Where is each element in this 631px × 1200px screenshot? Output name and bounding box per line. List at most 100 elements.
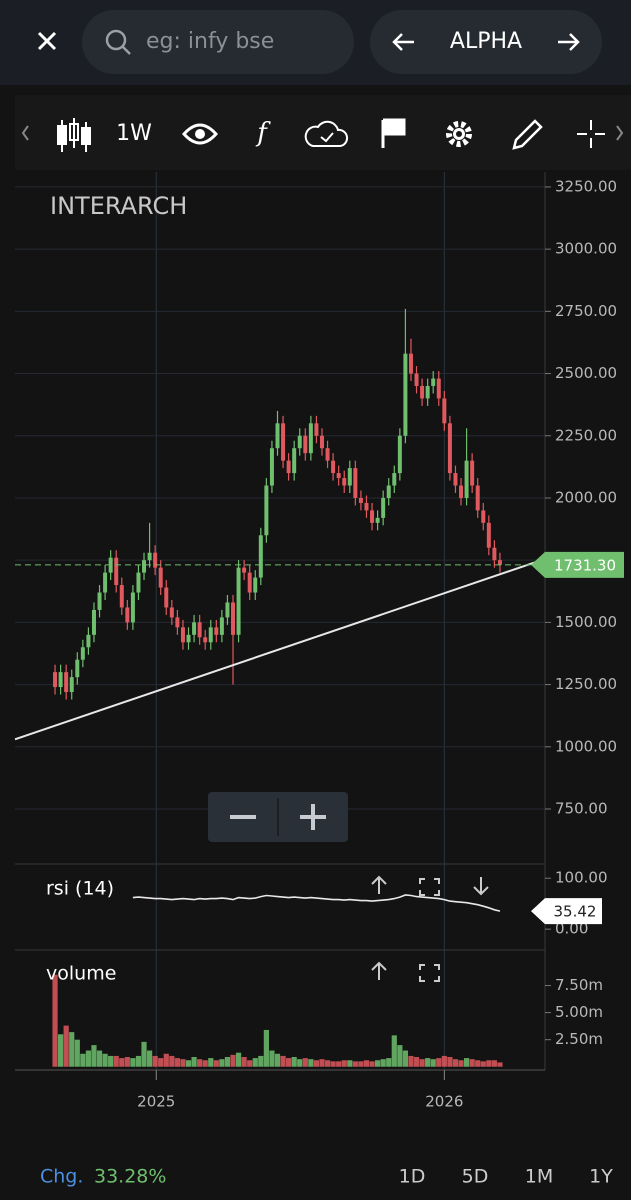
view-button[interactable] xyxy=(181,123,219,145)
maximize-button[interactable] xyxy=(419,878,440,896)
chart-type-button[interactable] xyxy=(57,118,91,152)
volume-bar xyxy=(213,1060,219,1067)
candle-body xyxy=(247,572,252,593)
y-tick-label: 3000.00 xyxy=(555,240,617,258)
volume-bar xyxy=(436,1058,442,1067)
candle-body xyxy=(497,560,502,565)
volume-bar xyxy=(135,1055,142,1067)
volume-bar xyxy=(247,1060,253,1067)
y-tick-label: 2750.00 xyxy=(555,302,617,320)
maximize-button[interactable] xyxy=(419,964,440,982)
volume-bar xyxy=(402,1050,409,1067)
view-icon xyxy=(195,129,205,139)
interval-button[interactable]: 1W xyxy=(116,121,152,146)
candle-body xyxy=(214,627,219,635)
volume-bar xyxy=(330,1061,336,1067)
volume-bar xyxy=(52,974,58,1067)
search-icon xyxy=(105,29,127,51)
flag-button[interactable] xyxy=(381,118,406,148)
candle-body xyxy=(386,485,391,498)
candle-body xyxy=(336,473,341,479)
volume-bar xyxy=(152,1055,158,1067)
volume-bar xyxy=(85,1050,92,1067)
volume-bar xyxy=(297,1059,303,1067)
volume-bar xyxy=(191,1057,197,1067)
volume-bar xyxy=(91,1045,97,1067)
move-up-button[interactable] xyxy=(371,875,387,894)
volume-bar xyxy=(491,1060,497,1067)
move-down-button[interactable] xyxy=(473,877,489,896)
candle-body xyxy=(242,567,247,573)
zoom-in-button[interactable] xyxy=(300,804,326,830)
watchlist-switcher[interactable] xyxy=(370,10,602,74)
volume-bar xyxy=(124,1057,130,1067)
candle-body xyxy=(164,587,169,608)
move-up-button[interactable] xyxy=(371,961,387,980)
range-button[interactable]: 1Y xyxy=(589,1166,613,1188)
volume-bar xyxy=(336,1061,342,1067)
trendline xyxy=(14,557,546,741)
volume-bar xyxy=(452,1059,459,1067)
range-button[interactable]: 1D xyxy=(399,1166,426,1188)
candle-body xyxy=(147,552,152,561)
y-tick-label: 5.00m xyxy=(555,1003,603,1021)
volume-bar xyxy=(386,1058,392,1067)
volume-bar xyxy=(108,1055,114,1067)
icon xyxy=(69,123,79,141)
volume-bar xyxy=(313,1060,320,1067)
toolbar-right[interactable] xyxy=(616,125,624,141)
candle-body xyxy=(442,398,447,424)
volume-bar xyxy=(375,1060,381,1067)
candle-body xyxy=(197,622,202,638)
candle-body xyxy=(303,435,308,454)
volume-bar xyxy=(146,1050,153,1067)
candle-body xyxy=(103,572,108,593)
candle-body xyxy=(308,423,313,454)
y-tick-label: 2500.00 xyxy=(555,364,617,382)
candle-body xyxy=(325,448,330,461)
last-price-tag xyxy=(531,551,624,578)
search-placeholder: eg: infy bse xyxy=(146,29,274,54)
candle-body xyxy=(186,634,191,643)
candle-body xyxy=(219,617,224,635)
candle-body xyxy=(203,637,208,643)
close-button[interactable] xyxy=(37,31,57,51)
candle-body xyxy=(492,547,497,561)
y-tick-label: 1500.00 xyxy=(555,613,617,631)
rsi-tag xyxy=(531,898,602,925)
draw-button[interactable] xyxy=(512,119,543,150)
volume-bar xyxy=(463,1058,470,1067)
volume-bar xyxy=(185,1060,192,1067)
toolbar-left[interactable] xyxy=(21,125,29,141)
range-button[interactable]: 1M xyxy=(525,1166,553,1188)
y-tick-label: 2250.00 xyxy=(555,426,617,444)
volume-bar xyxy=(302,1058,308,1067)
candle-body xyxy=(464,460,469,498)
volume-bar xyxy=(413,1057,420,1067)
crosshair-button[interactable] xyxy=(577,120,605,148)
x-tick-label: 2026 xyxy=(425,1093,463,1111)
range-button[interactable]: 5D xyxy=(462,1166,489,1188)
candle-body xyxy=(208,627,213,643)
volume-bar xyxy=(308,1059,314,1067)
footer xyxy=(0,1142,631,1200)
volume-bar xyxy=(363,1060,370,1067)
cloud-button[interactable] xyxy=(304,120,349,147)
y-tick-label: 100.00 xyxy=(555,869,608,887)
volume-bar xyxy=(158,1058,164,1067)
settings-button[interactable] xyxy=(446,121,472,147)
volume-bar xyxy=(475,1060,481,1067)
volume-bar xyxy=(263,1029,269,1067)
volume-bar xyxy=(352,1061,358,1067)
prev-arrow[interactable] xyxy=(392,33,414,51)
volume-bar xyxy=(174,1058,180,1067)
volume-bar xyxy=(358,1061,364,1067)
volume-bar xyxy=(269,1050,275,1067)
search-box[interactable] xyxy=(82,10,354,74)
icon xyxy=(81,127,91,145)
next-arrow[interactable] xyxy=(558,33,580,51)
volume-bar xyxy=(130,1058,136,1067)
watchlist-name: ALPHA xyxy=(450,29,522,54)
candle-body xyxy=(75,659,80,678)
candle-body xyxy=(331,460,336,474)
